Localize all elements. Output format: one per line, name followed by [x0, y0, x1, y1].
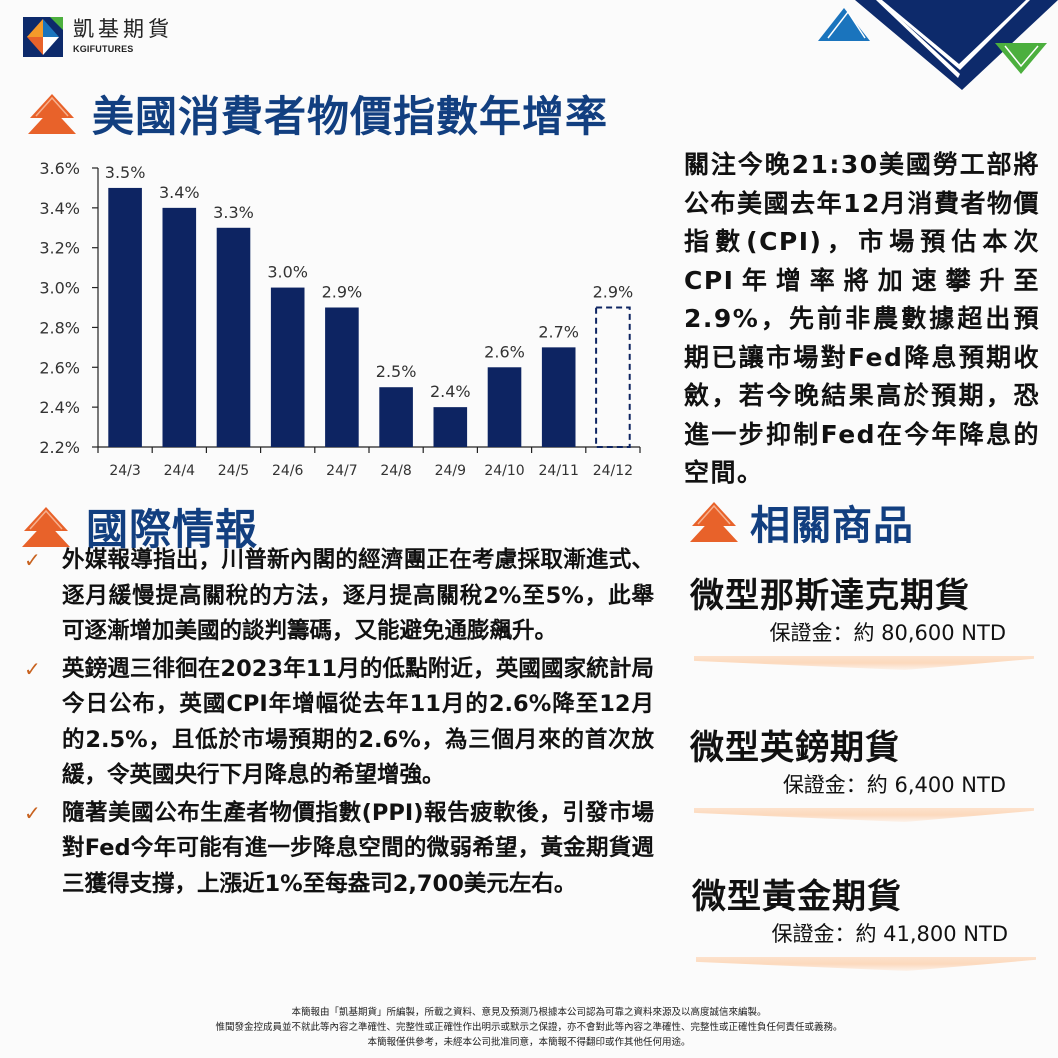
x-tick-label: 24/10 [484, 463, 524, 479]
intl-section-heading: 國際情報 [20, 496, 258, 557]
bar [433, 407, 468, 447]
news-text: 英鎊週三徘徊在2023年11月的低點附近，英國國家統計局今日公布，英國CPI年增… [62, 655, 654, 789]
divider-bar [694, 808, 1034, 822]
bar-value-label: 3.5% [105, 163, 146, 182]
brand-name-cn: 凱基期貨 [73, 17, 173, 41]
double-up-arrow-icon [28, 93, 76, 134]
bar [108, 187, 142, 447]
bar-value-label: 3.0% [267, 263, 308, 282]
news-item: ✓ 隨著美國公布生產者物價指數(PPI)報告疲軟後，引發市場對Fed今年可能有進… [22, 796, 654, 903]
bar-value-label: 3.4% [159, 183, 200, 202]
bar-value-label: 2.6% [484, 342, 525, 361]
product-card: 微型英鎊期貨 保證金：約 6,400 NTD [690, 726, 1050, 822]
x-tick-label: 24/4 [164, 463, 196, 479]
x-tick-label: 24/8 [380, 463, 411, 479]
related-title: 相關商品 [750, 503, 914, 549]
check-icon: ✓ [24, 656, 41, 681]
bar-value-label: 2.9% [593, 283, 634, 302]
disclaimer-line: 惟聞發金控成員並不就此等內容之準確性、完整性或正確性作出明示或默示之保證，亦不會… [215, 1022, 843, 1033]
bar [216, 227, 251, 447]
kgi-logo-icon [23, 17, 63, 57]
divider-bar [694, 656, 1034, 670]
check-icon: ✓ [24, 548, 41, 572]
double-up-arrow-icon [22, 506, 70, 547]
product-card: 微型黃金期貨 保證金：約 41,800 NTD [692, 875, 1052, 971]
y-tick-label: 3.4% [39, 199, 80, 218]
bar-value-label: 2.7% [538, 322, 579, 341]
y-tick-label: 2.6% [39, 358, 80, 377]
news-item: ✓ 外媒報導指出，川普新內閣的經濟團正在考慮採取漸進式、逐月緩慢提高關稅的方法，… [22, 543, 654, 650]
x-tick-label: 24/6 [272, 463, 304, 479]
bar [379, 387, 413, 447]
x-tick-label: 24/7 [326, 463, 357, 479]
product-margin: 保證金：約 41,800 NTD [771, 922, 1008, 946]
bar-value-label: 2.9% [322, 283, 363, 302]
bar-value-label: 2.5% [376, 362, 417, 381]
double-up-arrow-icon [690, 502, 738, 542]
y-tick-label: 3.2% [39, 239, 80, 258]
bar [270, 287, 305, 447]
divider-bar [696, 957, 1036, 971]
x-tick-label: 24/11 [539, 463, 579, 479]
bar-value-label: 2.4% [430, 382, 471, 401]
bar [162, 207, 197, 447]
cpi-bar-chart: 2.2% 2.4% 2.6% 2.8% 3.0% 3.2% 3.4% 3.6% 3.5% 24/3… [20, 150, 670, 490]
x-tick-label: 24/12 [593, 463, 633, 479]
news-item: ✓ 英鎊週三徘徊在2023年11月的低點附近，英國國家統計局今日公布，英國CPI… [22, 652, 654, 794]
disclaimer: 本簡報由「凱基期貨」所編製，所載之資料、意見及預測乃根據本公司認為可靠之資料來源… [0, 1005, 1058, 1050]
chart-canvas: 2.2% 2.4% 2.6% 2.8% 3.0% 3.2% 3.4% 3.6% 3.5% 24/3… [39, 159, 641, 479]
y-tick-label: 2.2% [39, 438, 80, 457]
brand-name-en: KGIFUTURES [73, 44, 134, 54]
y-tick-label: 2.4% [39, 398, 80, 417]
y-tick-label: 3.0% [39, 279, 80, 298]
bar [541, 347, 576, 447]
bar [487, 367, 522, 447]
y-tick-label: 3.6% [39, 159, 80, 178]
cpi-commentary: 關注今晚21:30美國勞工部將公布美國去年12月消費者物價指數(CPI)，市場預… [684, 150, 1040, 487]
product-name: 微型那斯達克期貨 [690, 576, 970, 616]
disclaimer-line: 本簡報僅供參考，未經本公司批准同意，本簡報不得翻印或作其他任何用途。 [367, 1037, 691, 1048]
product-margin: 保證金：約 80,600 NTD [769, 621, 1006, 645]
brand-logo: 凱基期貨 KGIFUTURES [23, 17, 173, 57]
product-card: 微型那斯達克期貨 保證金：約 80,600 NTD [690, 574, 1050, 670]
news-text: 隨著美國公布生產者物價指數(PPI)報告疲軟後，引發市場對Fed今年可能有進一步… [62, 799, 654, 897]
x-tick-label: 24/9 [435, 463, 466, 479]
product-margin: 保證金：約 6,400 NTD [782, 773, 1006, 797]
cpi-title: 美國消費者物價指數年增率 [92, 92, 609, 141]
intl-news-list: ✓ 外媒報導指出，川普新內閣的經濟團正在考慮採取漸進式、逐月緩慢提高關稅的方法，… [22, 543, 654, 904]
product-name: 微型黃金期貨 [692, 877, 902, 917]
y-tick-label: 2.8% [39, 318, 80, 337]
bar-value-label: 3.3% [213, 203, 254, 222]
check-icon: ✓ [24, 800, 41, 825]
intl-title: 國際情報 [86, 505, 259, 554]
decorative-triangles-icon [818, 0, 1058, 90]
disclaimer-line: 本簡報由「凱基期貨」所編製，所載之資料、意見及預測乃根據本公司認為可靠之資料來源… [291, 1007, 767, 1018]
cpi-section-heading: 美國消費者物價指數年增率 [26, 83, 608, 144]
related-section-heading: 相關商品 [688, 493, 914, 551]
product-name: 微型英鎊期貨 [690, 728, 900, 768]
news-text: 外媒報導指出，川普新內閣的經濟團正在考慮採取漸進式、逐月緩慢提高關稅的方法，逐月… [62, 547, 654, 644]
x-tick-label: 24/5 [218, 463, 249, 479]
bar [325, 307, 359, 447]
x-tick-label: 24/3 [109, 463, 140, 479]
forecast-bar [595, 306, 631, 448]
